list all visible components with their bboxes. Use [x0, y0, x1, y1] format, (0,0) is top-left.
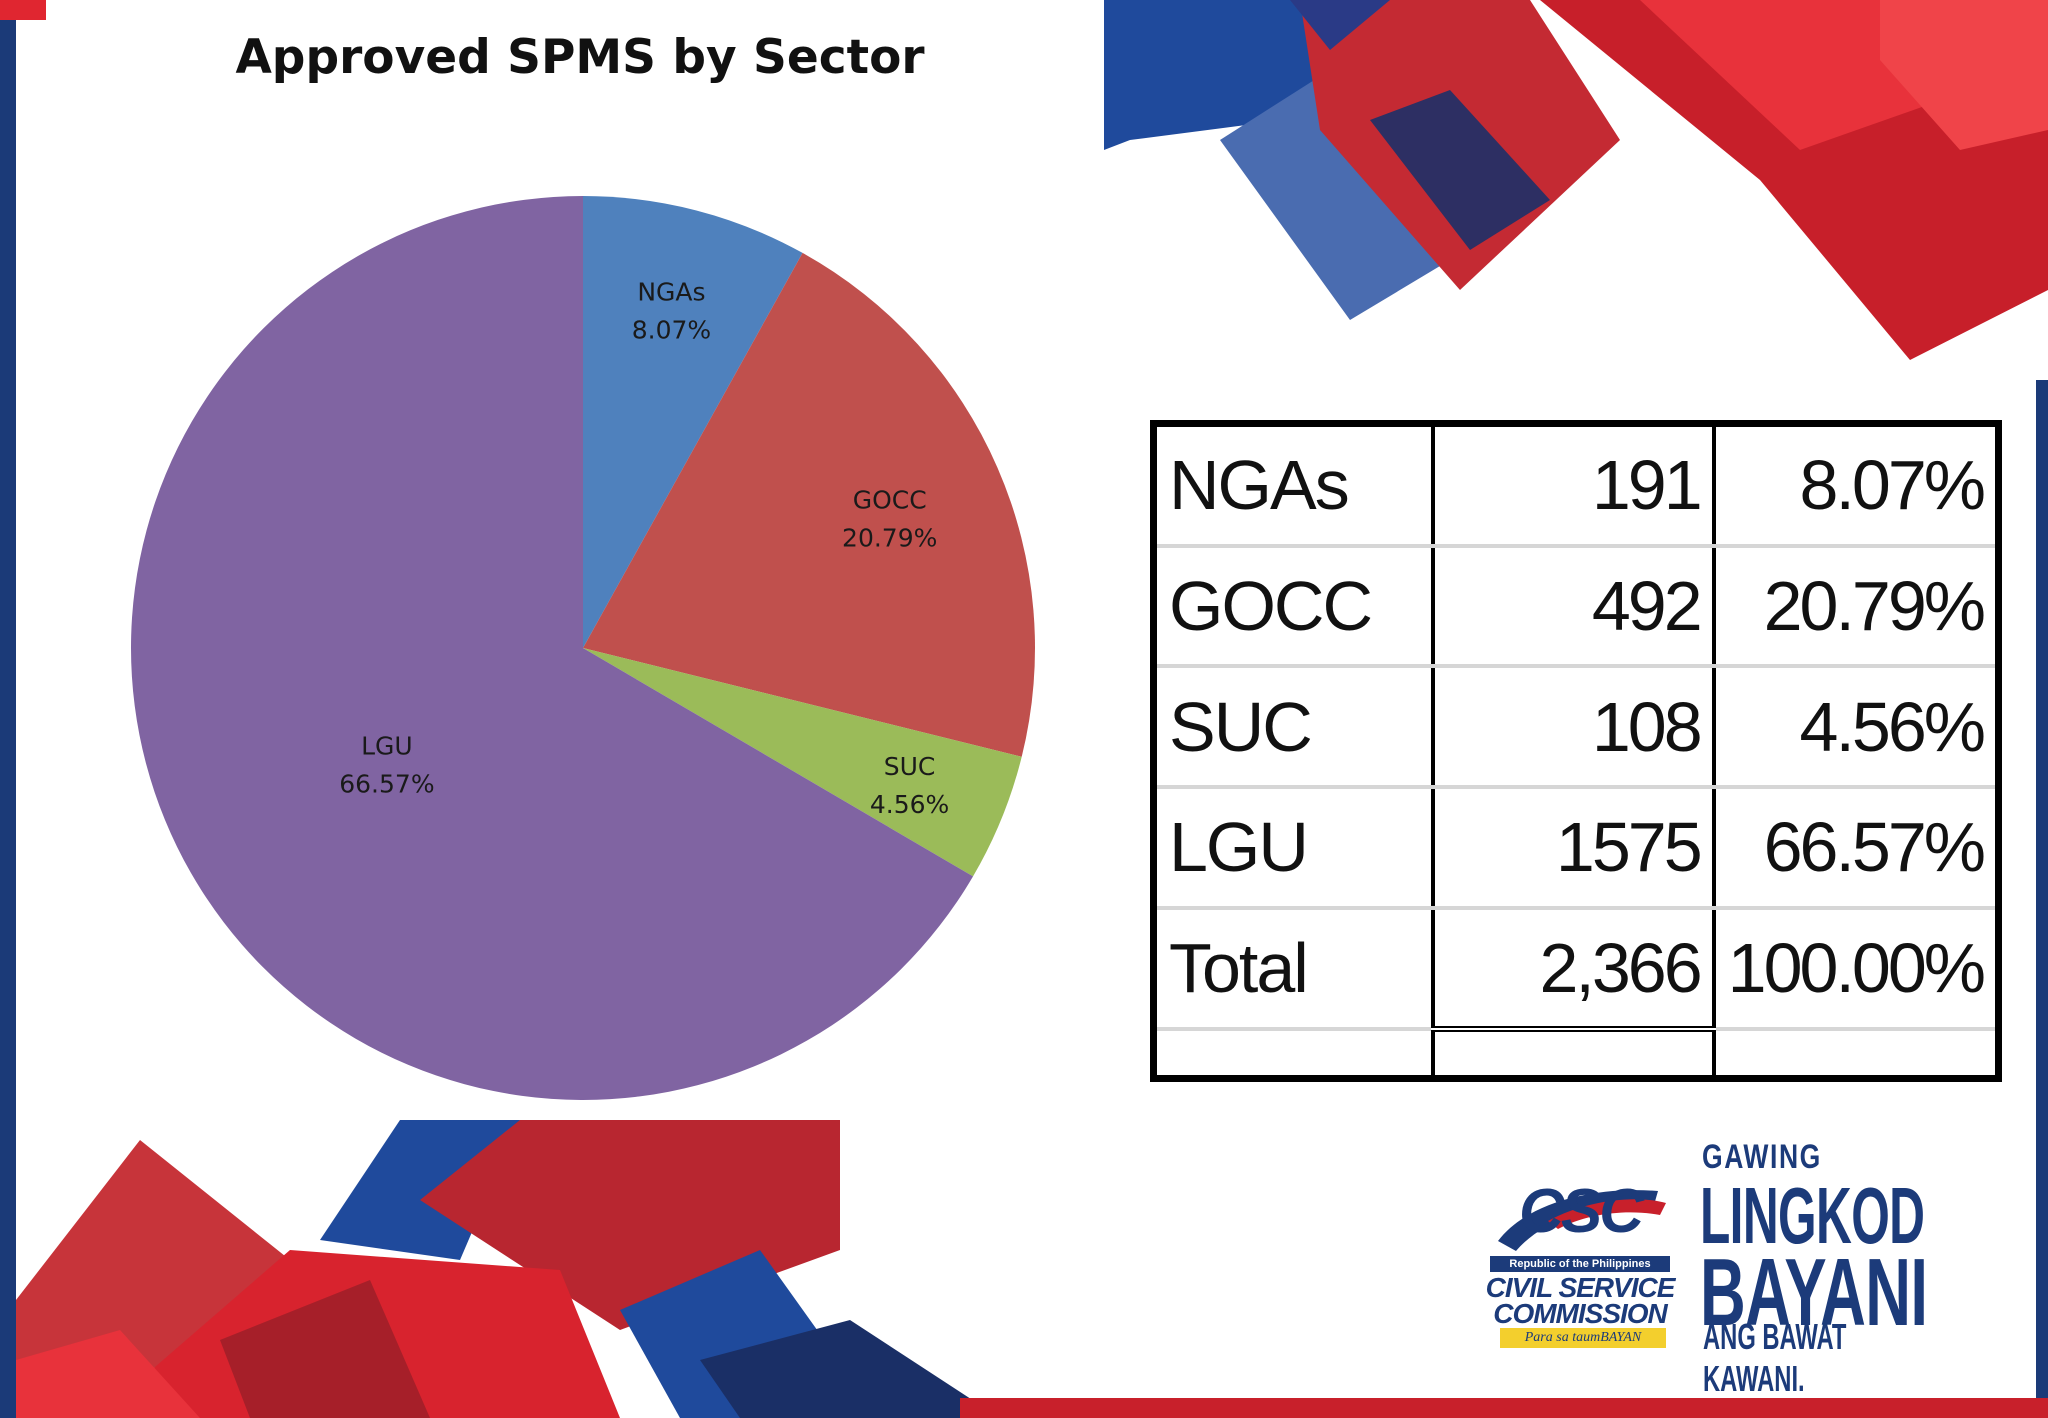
pie-chart: NGAs 8.07% GOCC 20.79% SUC 4.56% LGU 66.57% — [130, 196, 1035, 1100]
table-cell-count: 191 — [1432, 423, 1716, 548]
data-table: NGAs 191 8.07% GOCC 492 20.79% SUC 108 4… — [1150, 420, 2002, 1082]
table-blank-row — [1153, 1029, 1999, 1079]
slogan-line3: BAYANI — [1700, 1239, 1928, 1346]
table-total-count: 2,366 — [1432, 905, 1716, 1033]
deco-shape — [1880, 0, 2048, 150]
pie-slice-gocc — [583, 252, 1035, 757]
table-row: SUC 108 4.56% — [1153, 666, 1999, 789]
frame-left-bar — [0, 0, 16, 1418]
pie-label-category: LGU — [361, 731, 413, 760]
pie-label-category: GOCC — [853, 486, 927, 515]
table-row: GOCC 492 20.79% — [1153, 545, 1999, 669]
deco-shape — [1370, 90, 1550, 250]
table-cell-count: 492 — [1432, 545, 1716, 669]
table-cell-sector: LGU — [1153, 786, 1435, 910]
table-row: NGAs 191 8.07% — [1153, 423, 1999, 548]
deco-shape — [1220, 70, 1450, 320]
slogan-line2: LINGKOD — [1700, 1171, 1925, 1260]
logo-mark-text: CSC — [1519, 1177, 1644, 1246]
csc-logo-icon — [1498, 1190, 1666, 1251]
table-cell-percent: 20.79% — [1713, 545, 1999, 669]
pie-label-category: NGAs — [637, 278, 705, 307]
table-total-label: Total — [1153, 907, 1435, 1032]
table-cell-count: 108 — [1432, 666, 1716, 789]
pie-slice-lgu — [130, 196, 974, 1100]
table-cell-count: 1575 — [1432, 786, 1716, 910]
deco-shape — [700, 1320, 1000, 1418]
pie-label-percent: 66.57% — [339, 769, 434, 798]
frame-bottom-bar — [960, 1398, 2048, 1418]
table-cell-sector: NGAs — [1153, 423, 1435, 548]
table-cell-empty — [1714, 1029, 1999, 1078]
deco-shape — [1290, 0, 1390, 50]
frame-corner — [0, 0, 46, 20]
table-total-percent: 100.00% — [1713, 907, 1999, 1032]
chart-title: Approved SPMS by Sector — [235, 30, 925, 85]
table-row: LGU 1575 66.57% — [1153, 786, 1999, 910]
table-cell-empty — [1432, 1029, 1716, 1079]
pie-label-percent: 20.79% — [842, 524, 937, 553]
pie-label-category: SUC — [884, 752, 936, 781]
table-cell-percent: 8.07% — [1713, 423, 1999, 548]
logo-name-line1: CIVIL SERVICE — [1485, 1272, 1676, 1303]
table-cell-sector: GOCC — [1153, 545, 1435, 669]
pie-label-percent: 4.56% — [870, 790, 949, 819]
deco-shape — [16, 1330, 200, 1418]
table-cell-percent: 66.57% — [1713, 786, 1999, 910]
table-total-row: Total 2,366 100.00% — [1153, 905, 1999, 1033]
logo-republic-text: Republic of the Philippines — [1490, 1256, 1670, 1272]
slogan-line4: ANG BAWAT KAWANI. — [1703, 1316, 1847, 1399]
deco-shape — [220, 1280, 430, 1418]
pie-label-percent: 8.07% — [632, 316, 711, 345]
table-cell-empty — [1153, 1029, 1435, 1079]
logo-tagline: Para sa taumBAYAN — [1500, 1328, 1666, 1348]
pie-slice-suc — [583, 648, 1022, 877]
slogan-line1: GAWING — [1702, 1138, 1822, 1176]
pie-slice-ngas — [583, 196, 803, 648]
table-cell-sector: SUC — [1153, 666, 1435, 789]
frame-right-bar — [2036, 380, 2048, 1418]
logo-name-line2: COMMISSION — [1493, 1298, 1668, 1329]
table-cell-percent: 4.56% — [1713, 666, 1999, 789]
